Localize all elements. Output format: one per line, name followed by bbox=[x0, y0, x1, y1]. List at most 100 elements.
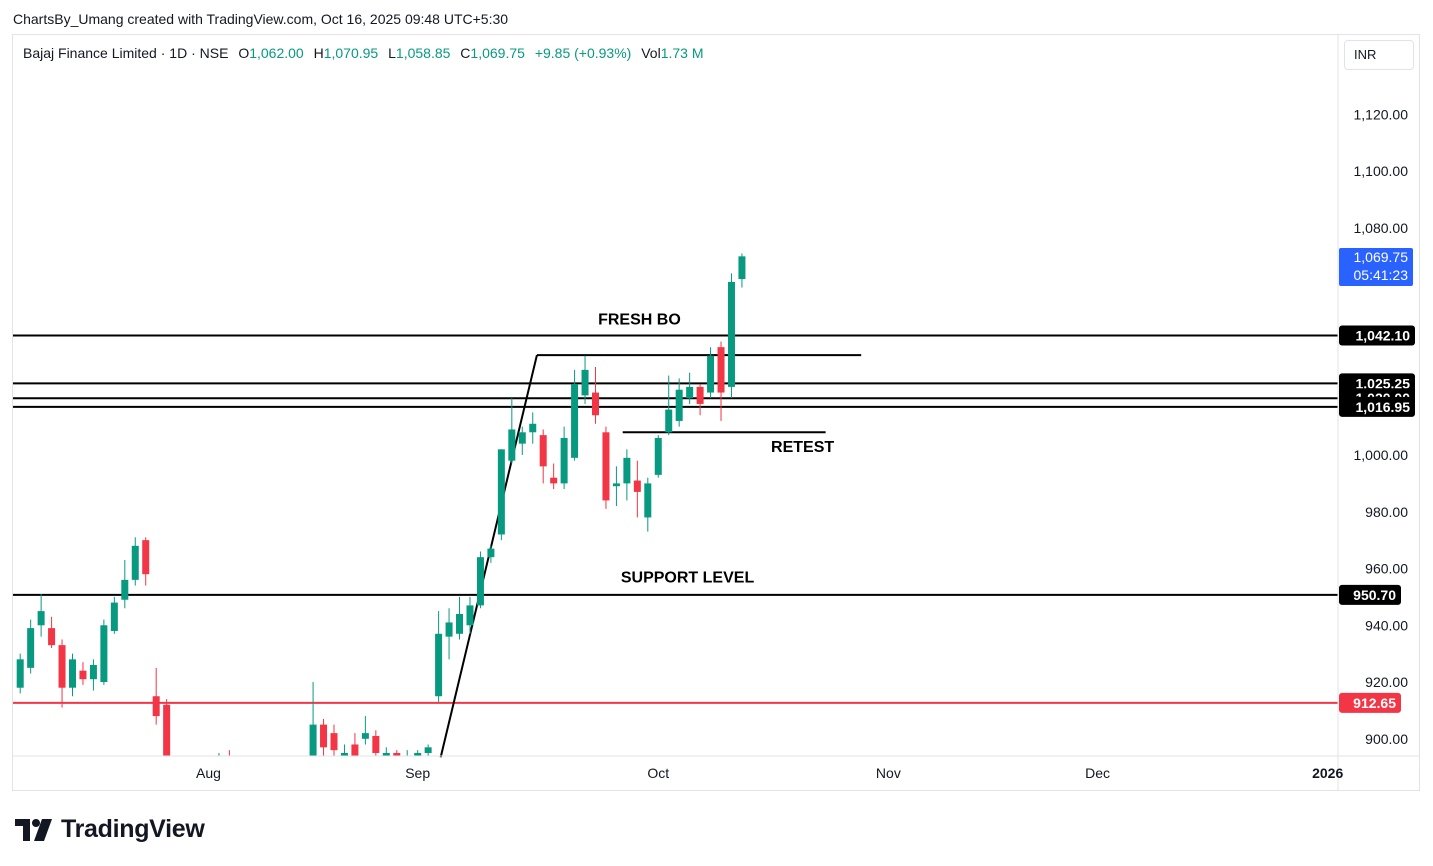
high-value: 1,070.95 bbox=[323, 45, 379, 61]
candle-body-50 bbox=[539, 435, 547, 467]
candle-21[interactable] bbox=[236, 755, 243, 796]
candle-16[interactable] bbox=[184, 764, 191, 795]
annotation-support-level[interactable]: SUPPORT LEVEL bbox=[621, 570, 755, 587]
candle-53[interactable] bbox=[571, 369, 579, 461]
candle-38[interactable] bbox=[414, 750, 422, 764]
trendline-drawings-layer bbox=[439, 354, 862, 758]
candle-41[interactable] bbox=[445, 608, 453, 660]
annotation-fresh-bo[interactable]: FRESH BO bbox=[598, 311, 681, 328]
candle-5[interactable] bbox=[69, 653, 76, 697]
candle-7[interactable] bbox=[89, 659, 97, 691]
candle-58[interactable] bbox=[623, 449, 631, 501]
candle-10[interactable] bbox=[121, 560, 129, 609]
candle-23[interactable] bbox=[257, 767, 264, 795]
annotation-retest[interactable]: RETEST bbox=[771, 439, 834, 456]
candle-36[interactable] bbox=[393, 750, 401, 770]
candle-46[interactable] bbox=[497, 449, 505, 541]
candle-68[interactable] bbox=[727, 273, 735, 399]
candle-14[interactable] bbox=[163, 699, 171, 795]
candle-57[interactable] bbox=[612, 466, 620, 507]
candle-59[interactable] bbox=[633, 460, 641, 518]
candle-61[interactable] bbox=[654, 435, 662, 478]
candle-body-15 bbox=[174, 767, 181, 781]
candle-51[interactable] bbox=[550, 463, 558, 490]
candle-63[interactable] bbox=[675, 378, 683, 427]
candle-body-51 bbox=[550, 477, 558, 484]
candle-20[interactable] bbox=[226, 750, 233, 795]
candle-60[interactable] bbox=[644, 477, 652, 532]
candle-1[interactable] bbox=[27, 619, 35, 674]
candle-body-35 bbox=[382, 752, 390, 756]
candle-11[interactable] bbox=[131, 537, 139, 586]
candle-2[interactable] bbox=[37, 594, 45, 637]
candle-body-4 bbox=[58, 645, 66, 688]
candle-25[interactable] bbox=[278, 767, 285, 795]
candle-15[interactable] bbox=[174, 762, 181, 796]
y-tick-label: 900.00 bbox=[1365, 731, 1408, 747]
candle-31[interactable] bbox=[340, 744, 348, 770]
candle-29[interactable] bbox=[320, 718, 328, 756]
candle-0[interactable] bbox=[16, 653, 24, 694]
candle-13[interactable] bbox=[152, 667, 160, 725]
symbol-title[interactable]: Bajaj Finance Limited · 1D · NSE bbox=[23, 45, 229, 61]
candle-64[interactable] bbox=[686, 372, 694, 404]
candle-49[interactable] bbox=[529, 412, 537, 444]
candle-40[interactable] bbox=[435, 611, 443, 702]
candle-67[interactable] bbox=[717, 341, 725, 421]
candle-62[interactable] bbox=[665, 375, 673, 436]
candle-66[interactable] bbox=[707, 347, 715, 399]
candle-4[interactable] bbox=[58, 639, 66, 708]
candle-52[interactable] bbox=[560, 426, 568, 490]
candle-24[interactable] bbox=[268, 764, 275, 795]
price-tags-layer: 1,042.101,025.251,020.001,016.95950.7091… bbox=[1339, 248, 1415, 713]
candle-8[interactable] bbox=[100, 619, 108, 685]
candle-30[interactable] bbox=[330, 724, 338, 762]
candle-26[interactable] bbox=[289, 762, 296, 796]
candle-body-34 bbox=[372, 735, 380, 753]
candle-34[interactable] bbox=[372, 730, 380, 758]
chart-frame[interactable] bbox=[12, 34, 1420, 791]
candle-47[interactable] bbox=[508, 398, 516, 464]
candle-body-52 bbox=[560, 437, 568, 484]
text-annotations-layer: FRESH BO RETEST SUPPORT LEVEL bbox=[598, 311, 834, 586]
candle-3[interactable] bbox=[48, 616, 56, 648]
candle-body-0 bbox=[16, 659, 24, 688]
candle-55[interactable] bbox=[592, 367, 599, 424]
currency-selector-button[interactable]: INR bbox=[1344, 40, 1414, 70]
candle-28[interactable] bbox=[309, 682, 317, 764]
tradingview-brand[interactable]: TradingView bbox=[15, 815, 205, 844]
candle-50[interactable] bbox=[539, 429, 547, 484]
candle-33[interactable] bbox=[361, 716, 369, 745]
candle-44[interactable] bbox=[476, 551, 484, 609]
level-price-tag-0[interactable]: 1,042.10 bbox=[1339, 325, 1415, 346]
y-tick-label: 960.00 bbox=[1365, 561, 1408, 577]
candle-48[interactable] bbox=[518, 426, 526, 455]
candle-45[interactable] bbox=[487, 545, 495, 563]
current-price-tag[interactable]: 1,069.75 05:41:23 bbox=[1339, 248, 1413, 287]
candle-22[interactable] bbox=[247, 755, 254, 796]
candle-35[interactable] bbox=[382, 747, 390, 770]
volume-label: Vol bbox=[641, 45, 661, 61]
candle-42[interactable] bbox=[456, 596, 464, 640]
candle-54[interactable] bbox=[581, 355, 589, 404]
candle-body-58 bbox=[623, 457, 631, 484]
level-price-tag-4[interactable]: 950.70 bbox=[1339, 584, 1401, 605]
candle-body-68 bbox=[727, 281, 735, 387]
level-price-tag-3[interactable]: 1,016.95 bbox=[1339, 396, 1415, 417]
level-tag-text: 950.70 bbox=[1353, 587, 1396, 603]
candle-body-23 bbox=[257, 770, 264, 779]
level-price-tag-5[interactable]: 912.65 bbox=[1339, 692, 1401, 713]
low-value: 1,058.85 bbox=[395, 45, 451, 61]
candle-6[interactable] bbox=[79, 662, 87, 685]
candle-65[interactable] bbox=[696, 384, 704, 416]
candle-12[interactable] bbox=[142, 537, 150, 586]
candle-69[interactable] bbox=[738, 253, 746, 288]
candle-43[interactable] bbox=[466, 596, 474, 634]
candle-32[interactable] bbox=[351, 733, 359, 767]
candle-27[interactable] bbox=[299, 764, 306, 795]
candle-56[interactable] bbox=[602, 426, 610, 509]
candle-39[interactable] bbox=[424, 744, 432, 761]
candle-9[interactable] bbox=[110, 596, 118, 634]
horizontal-levels-layer bbox=[13, 334, 1338, 704]
